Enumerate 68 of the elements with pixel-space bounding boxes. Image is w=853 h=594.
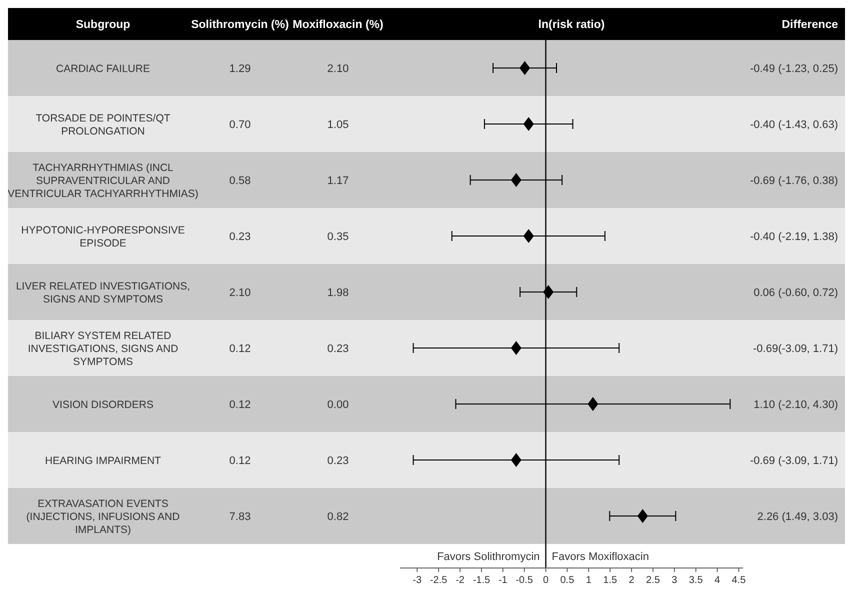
y-tick-label: HEARING IMPAIRMENT bbox=[45, 455, 162, 467]
data-label: 1.10 (-2.10, 4.30) bbox=[754, 399, 838, 411]
data-label: 2.26 (1.49, 3.03) bbox=[757, 511, 838, 523]
data-label: 0.23 bbox=[327, 343, 349, 355]
x-tick-label: 3 bbox=[672, 575, 678, 586]
annotation: Favors Solithromycin bbox=[437, 551, 540, 563]
data-label: -0.69 (-3.09, 1.71) bbox=[750, 455, 838, 467]
data-label: 7.83 bbox=[229, 511, 251, 523]
x-tick-label: 2.5 bbox=[646, 575, 660, 586]
x-tick-label: Solithromycin (%) bbox=[191, 19, 290, 31]
data-label: -0.49 (-1.23, 0.25) bbox=[750, 63, 838, 75]
y-tick-label: CARDIAC FAILURE bbox=[56, 63, 150, 75]
point bbox=[523, 229, 534, 243]
data-label: 0.82 bbox=[327, 511, 349, 523]
y-tick-label: LIVER RELATED INVESTIGATIONS, SIGNS AND SYMPTOMS bbox=[16, 280, 190, 306]
x-tick-label: 4.5 bbox=[732, 575, 746, 586]
point bbox=[543, 285, 554, 299]
data-label: -0.40 (-2.19, 1.38) bbox=[750, 231, 838, 243]
chart-title: ln(risk ratio) bbox=[538, 19, 605, 31]
text: Difference bbox=[782, 19, 838, 31]
point bbox=[510, 173, 522, 187]
y-tick-label: TORSADE DE POINTES/QT PROLONGATION bbox=[36, 112, 171, 138]
data-label: 1.17 bbox=[327, 175, 349, 187]
data-label: -0.69 (-1.76, 0.38) bbox=[750, 175, 838, 187]
data-label: 2.10 bbox=[327, 63, 349, 75]
x-tick-label: 1.5 bbox=[603, 575, 618, 586]
data-label: -0.40 (-1.43, 0.63) bbox=[750, 119, 838, 131]
data-label: 0.35 bbox=[327, 231, 349, 243]
data-label: 0.23 bbox=[229, 231, 251, 243]
data-label: 0.06 (-0.60, 0.72) bbox=[754, 287, 838, 299]
x-tick-label: Moxifloxacin (%) bbox=[292, 19, 384, 31]
point bbox=[523, 117, 534, 131]
data-label: 2.10 bbox=[229, 287, 251, 299]
x-tick-label: 2 bbox=[628, 575, 635, 586]
x-tick-label: 0 bbox=[542, 575, 549, 586]
x-tick-label: -0.5 bbox=[516, 575, 534, 586]
data-label: 0.12 bbox=[229, 455, 251, 467]
data-label: 0.12 bbox=[229, 343, 251, 355]
x-tick-label: -2.5 bbox=[430, 575, 448, 586]
x-tick-label: 3.5 bbox=[688, 575, 704, 586]
data-label: 0.23 bbox=[327, 455, 349, 467]
y-tick-label: HYPOTONIC-HYPORESPONSIVE EPISODE bbox=[21, 224, 185, 250]
x-tick-label: 1 bbox=[586, 575, 592, 586]
point bbox=[510, 341, 522, 355]
data-label: 0.00 bbox=[327, 399, 349, 411]
point bbox=[637, 509, 648, 523]
data-label: 0.58 bbox=[229, 175, 251, 187]
data-label: 1.05 bbox=[327, 119, 349, 131]
y-axis-title: Subgroup bbox=[76, 19, 130, 31]
point bbox=[520, 61, 530, 75]
data-label: 1.98 bbox=[327, 287, 349, 299]
point bbox=[510, 453, 522, 467]
x-tick-label: -3 bbox=[412, 575, 422, 586]
y-tick-label: BILIARY SYSTEM RELATED INVESTIGATIONS, SIGNS AND SYMPTOMS bbox=[28, 330, 179, 368]
data-label: 1.29 bbox=[229, 63, 251, 75]
x-tick-label: -1 bbox=[498, 575, 508, 586]
data-label: 0.70 bbox=[229, 119, 251, 131]
point bbox=[588, 397, 598, 411]
y-tick-label: TACHYARRHYTHMIAS (INCL SUPRAVENTRICULAR AND VENTRICULAR TACHYARRHYTHMIAS) bbox=[8, 162, 198, 200]
x-tick-label: 0.5 bbox=[560, 575, 575, 586]
y-tick-label: VISION DISORDERS bbox=[52, 399, 154, 411]
y-tick-label: EXTRAVASATION EVENTS (INJECTIONS, INFUSIONS AND IMPLANTS) bbox=[26, 498, 180, 536]
annotation: Favors Moxifloxacin bbox=[552, 551, 649, 563]
x-tick-label: -2 bbox=[456, 575, 465, 586]
x-tick-label: -1.5 bbox=[472, 575, 491, 586]
x-tick-label: 4 bbox=[714, 575, 720, 586]
data-label: 0.12 bbox=[229, 399, 251, 411]
data-label: -0.69(-3.09, 1.71) bbox=[753, 343, 838, 355]
